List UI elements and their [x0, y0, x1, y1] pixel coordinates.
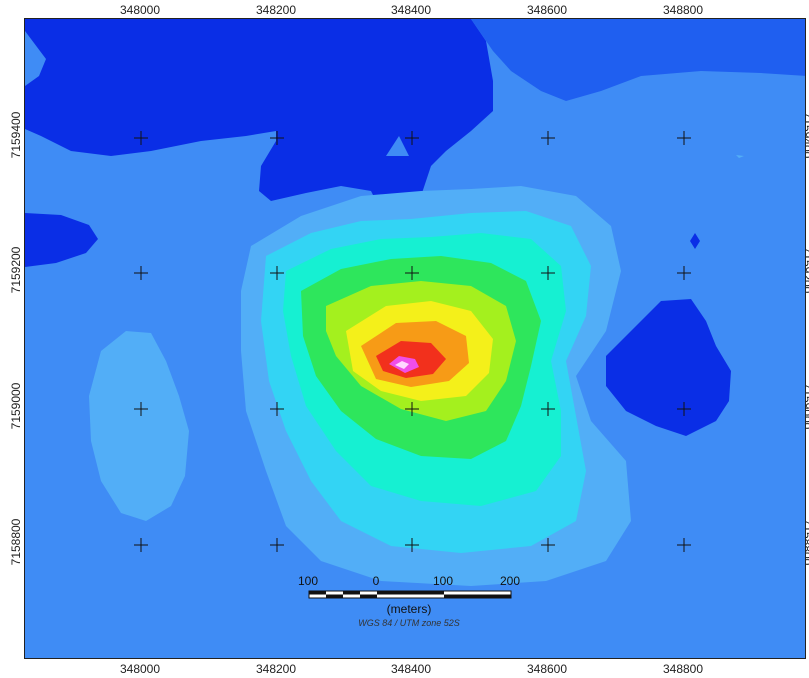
y-tick-left-7158800: 7158800 — [9, 518, 23, 566]
projection-label: WGS 84 / UTM zone 52S — [358, 618, 460, 628]
x-tick-bottom-348600: 348600 — [526, 662, 568, 676]
x-tick-bottom-348800: 348800 — [662, 662, 704, 676]
contour-map — [24, 18, 806, 659]
contour-deep-blue-west — [25, 213, 98, 267]
contour-notch — [386, 136, 409, 156]
scale-bar-segment — [360, 594, 377, 598]
contour-light-speck — [736, 155, 744, 158]
x-tick-bottom-348200: 348200 — [255, 662, 297, 676]
x-tick-top-348400: 348400 — [390, 3, 432, 17]
scale-bar — [308, 590, 512, 599]
contour-deep-blue-speck — [690, 233, 700, 249]
x-tick-top-348200: 348200 — [255, 3, 297, 17]
contour-blue-northeast — [471, 19, 805, 101]
contour-light-corner-nw — [25, 31, 46, 86]
scale-bar-segment — [377, 591, 444, 595]
y-tick-left-7159000: 7159000 — [9, 382, 23, 430]
x-tick-top-348000: 348000 — [119, 3, 161, 17]
x-tick-bottom-348400: 348400 — [390, 662, 432, 676]
scale-label-100-right: 100 — [432, 574, 454, 588]
scale-label-0: 0 — [372, 574, 380, 588]
x-tick-top-348800: 348800 — [662, 3, 704, 17]
scale-bar-segment — [309, 591, 326, 595]
grid-crosses — [134, 131, 691, 552]
scale-bar-segment — [343, 591, 360, 595]
contour-deep-blue-north — [25, 19, 493, 233]
x-tick-top-348600: 348600 — [526, 3, 568, 17]
scale-label-200: 200 — [499, 574, 521, 588]
scale-bar-segment — [326, 594, 343, 598]
contour-map-canvas — [25, 19, 805, 658]
contour-peak-core — [395, 361, 409, 369]
scale-label-100-left: 100 — [297, 574, 319, 588]
contour-deep-blue-east — [606, 299, 731, 436]
x-tick-bottom-348000: 348000 — [119, 662, 161, 676]
y-tick-left-7159200: 7159200 — [9, 246, 23, 294]
scale-units: (meters) — [386, 602, 432, 616]
contour-light-blue-west — [89, 331, 189, 521]
y-tick-left-7159400: 7159400 — [9, 111, 23, 159]
scale-bar-segment — [444, 594, 511, 598]
